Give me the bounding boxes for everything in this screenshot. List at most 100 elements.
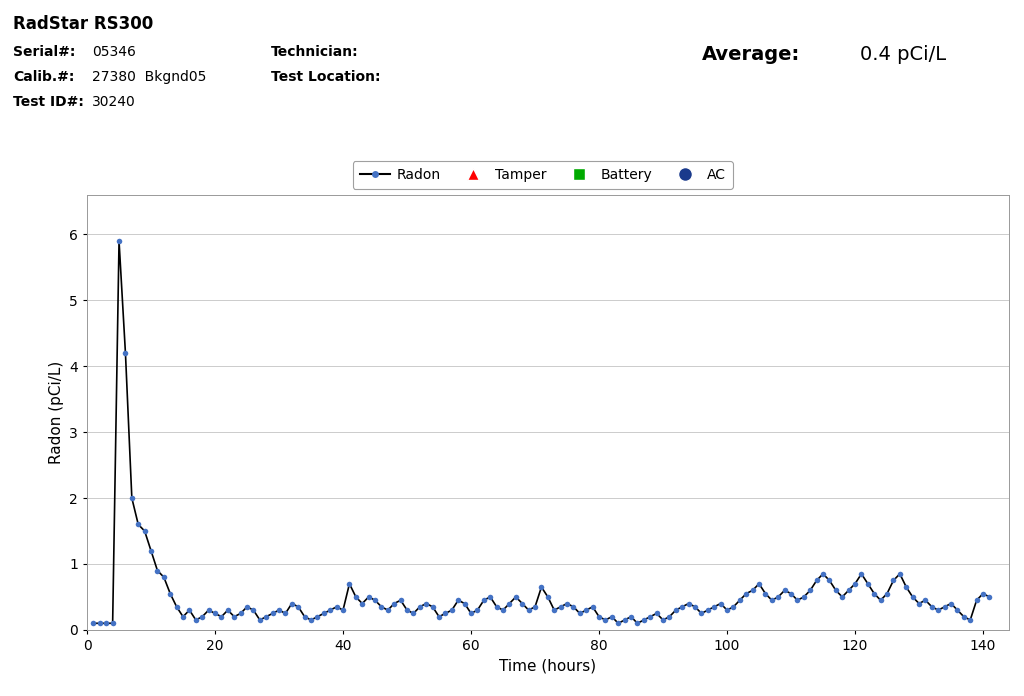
Point [693, 608, 710, 619]
Point [713, 598, 729, 609]
Point [329, 601, 345, 612]
Point [776, 585, 793, 596]
Point [219, 605, 236, 616]
Point [98, 618, 115, 629]
Point [955, 611, 972, 622]
Point [924, 601, 940, 612]
Point [290, 601, 306, 612]
Point [156, 571, 172, 583]
Point [834, 592, 850, 603]
Point [424, 601, 440, 612]
Point [738, 588, 755, 599]
Point [117, 347, 133, 358]
Text: Test ID#:: Test ID#: [13, 95, 84, 109]
Point [603, 611, 620, 622]
Point [354, 598, 371, 609]
Point [706, 601, 722, 612]
Point [406, 608, 422, 619]
Point [347, 592, 365, 603]
Point [731, 594, 748, 606]
Y-axis label: Radon (pCi/L): Radon (pCi/L) [48, 361, 63, 464]
Point [597, 615, 613, 626]
Point [168, 601, 184, 612]
Point [162, 588, 178, 599]
Point [175, 611, 191, 622]
Point [699, 605, 716, 616]
Legend: Radon, Tamper, Battery, AC: Radon, Tamper, Battery, AC [352, 161, 733, 189]
Point [463, 608, 479, 619]
Point [270, 605, 287, 616]
Point [680, 598, 696, 609]
Point [910, 598, 927, 609]
Text: Serial#:: Serial#: [13, 45, 76, 59]
Point [488, 601, 505, 612]
Point [962, 615, 978, 626]
Point [853, 569, 869, 580]
Point [322, 605, 338, 616]
Point [201, 605, 217, 616]
Point [136, 525, 153, 537]
Point [827, 585, 844, 596]
Point [360, 592, 377, 603]
Point [367, 594, 383, 606]
Point [437, 608, 454, 619]
Point [418, 598, 434, 609]
Point [790, 594, 806, 606]
Point [808, 575, 824, 586]
Point [130, 519, 146, 530]
Point [571, 608, 588, 619]
Point [872, 594, 889, 606]
Point [623, 611, 639, 622]
Point [565, 601, 582, 612]
Point [508, 592, 524, 603]
Text: 27380  Bkgnd05: 27380 Bkgnd05 [92, 70, 207, 84]
Point [770, 592, 786, 603]
Point [648, 608, 665, 619]
Point [226, 611, 243, 622]
Point [553, 601, 569, 612]
Point [981, 592, 997, 603]
Point [85, 618, 101, 629]
Point [610, 618, 627, 629]
Point [616, 615, 633, 626]
Point [520, 605, 537, 616]
Point [181, 605, 198, 616]
Point [662, 611, 678, 622]
Point [847, 578, 863, 590]
Point [124, 493, 140, 504]
Point [399, 605, 416, 616]
Point [782, 588, 799, 599]
Point [719, 605, 735, 616]
Point [386, 598, 402, 609]
Point [796, 592, 812, 603]
Point [264, 608, 281, 619]
Point [578, 605, 594, 616]
Point [674, 601, 690, 612]
Point [239, 601, 255, 612]
Point [104, 618, 121, 629]
Point [92, 618, 109, 629]
Point [975, 588, 991, 599]
Point [232, 608, 249, 619]
Point [297, 611, 313, 622]
Point [655, 615, 672, 626]
Text: RadStar RS300: RadStar RS300 [13, 15, 154, 33]
Point [859, 578, 876, 590]
Point [475, 594, 492, 606]
Point [642, 611, 658, 622]
Point [943, 598, 959, 609]
Point [744, 585, 761, 596]
Point [412, 601, 428, 612]
Point [885, 575, 901, 586]
Point [757, 588, 774, 599]
Point [443, 605, 460, 616]
Point [904, 592, 921, 603]
Point [949, 605, 966, 616]
Point [936, 601, 952, 612]
Point [841, 585, 857, 596]
Point [207, 608, 223, 619]
Point [111, 235, 127, 246]
Point [821, 575, 838, 586]
Point [315, 608, 332, 619]
Point [457, 598, 473, 609]
